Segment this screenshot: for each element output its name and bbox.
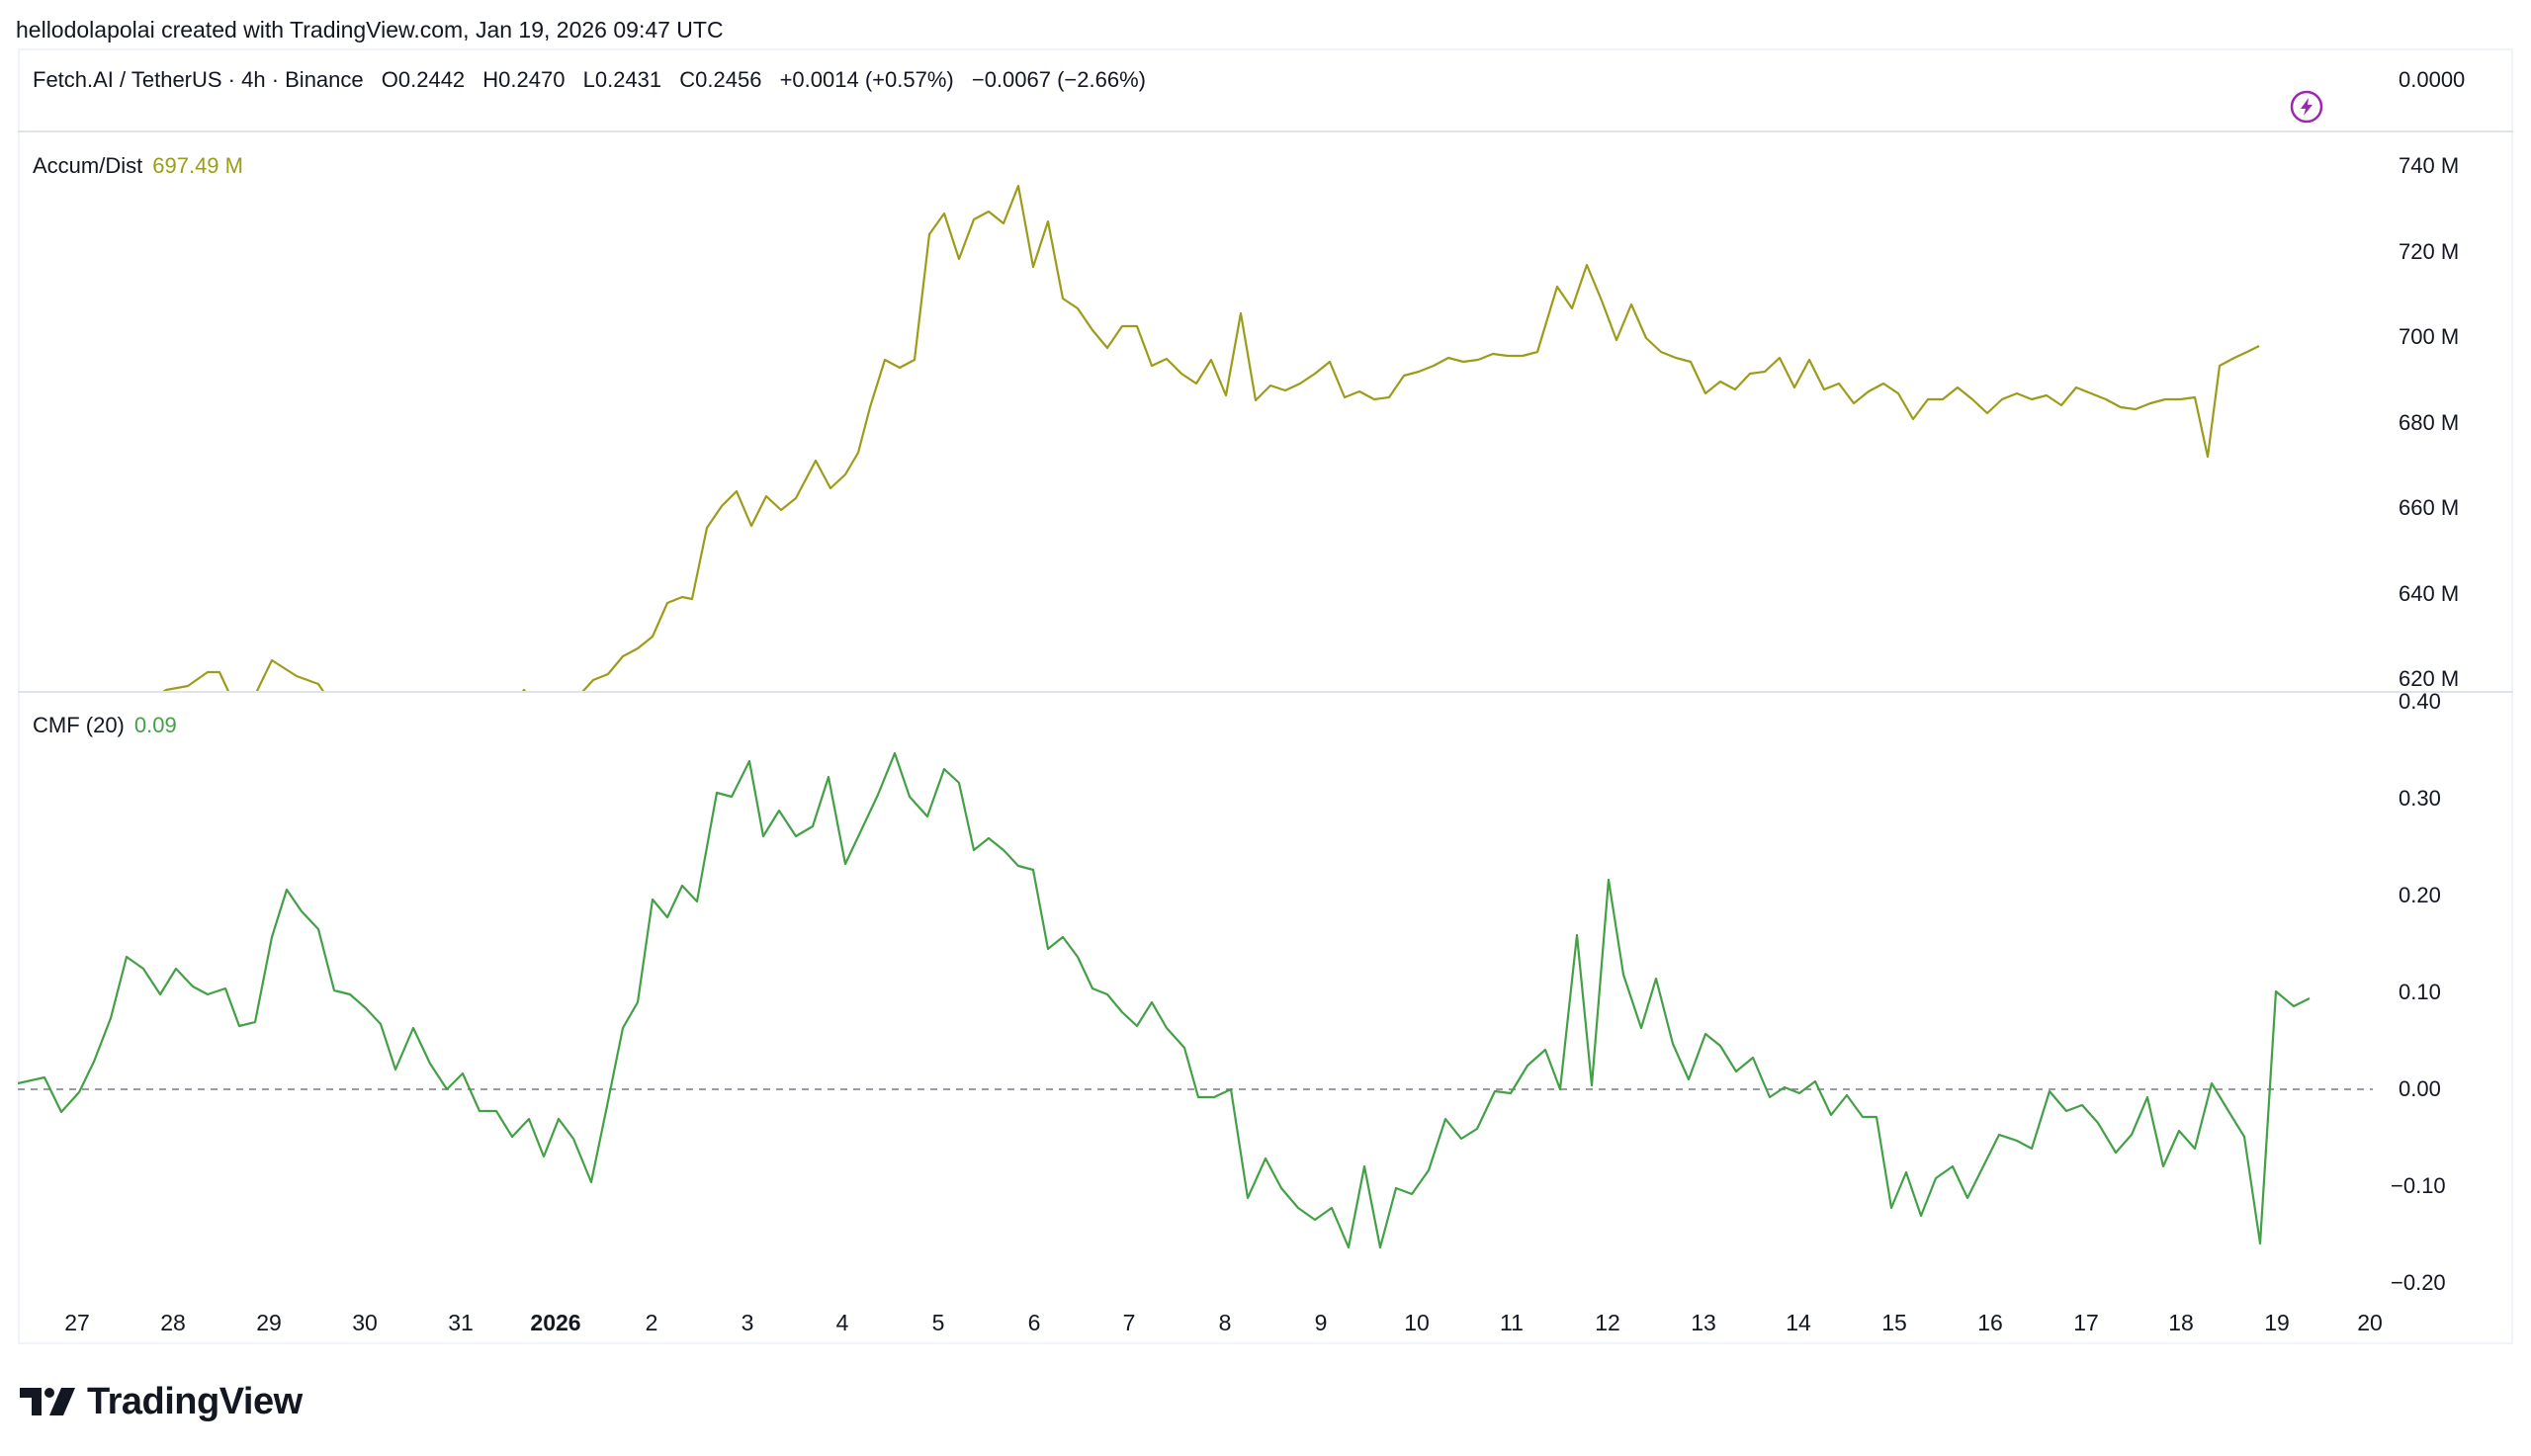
ad-axis-660: 660 M (2399, 495, 2460, 520)
x-label-11: 11 (1500, 1310, 1524, 1335)
tradingview-logo-icon (20, 1388, 75, 1415)
x-label-28: 28 (160, 1310, 186, 1335)
x-label-29: 29 (256, 1310, 282, 1335)
x-label-8: 8 (1218, 1310, 1232, 1335)
x-label-14: 14 (1786, 1310, 1811, 1335)
x-label-27: 27 (64, 1310, 90, 1335)
tradingview-logo-text: TradingView (87, 1380, 303, 1422)
x-label-15: 15 (1881, 1310, 1907, 1335)
x-label-7: 7 (1122, 1310, 1136, 1335)
x-label-16: 16 (1977, 1310, 2003, 1335)
x-label-4: 4 (835, 1310, 849, 1335)
ohlc-high: H0.2470 (482, 67, 566, 92)
cmf-axis-020: 0.20 (2399, 883, 2441, 907)
cmf-axis-010: 0.10 (2399, 980, 2441, 1004)
x-label-31: 31 (448, 1310, 474, 1335)
x-label-5: 5 (931, 1310, 945, 1335)
cmf-line (18, 751, 2311, 1249)
x-label-2026: 2026 (530, 1310, 581, 1335)
price-change-2: −0.0067 (−2.66%) (971, 67, 1146, 92)
price-axis-label: 0.0000 (2399, 67, 2466, 92)
ad-label[interactable]: Accum/Dist (33, 153, 143, 178)
pane-divider[interactable] (18, 130, 2513, 132)
ad-legend: Accum/Dist 697.49 M (33, 153, 243, 179)
cmf-axis-040: 0.40 (2399, 689, 2441, 714)
ad-value: 697.49 M (152, 153, 243, 178)
x-label-2: 2 (645, 1310, 658, 1335)
ohlc-low: L0.2431 (582, 67, 662, 92)
x-label-17: 17 (2073, 1310, 2099, 1335)
tradingview-logo[interactable]: TradingView (20, 1379, 303, 1424)
ohlc-close: C0.2456 (679, 67, 762, 92)
ad-line (162, 184, 2260, 691)
ohlc-open: O0.2442 (381, 67, 466, 92)
cmf-value: 0.09 (133, 713, 177, 737)
ad-axis-680: 680 M (2399, 410, 2460, 435)
cmf-axis-neg020: −0.20 (2391, 1270, 2446, 1295)
chart-caption: hellodolapolai created with TradingView.… (16, 17, 724, 43)
ad-axis-740: 740 M (2399, 153, 2460, 178)
ad-axis-700: 700 M (2399, 324, 2460, 349)
symbol-legend: Fetch.AI / TetherUS · 4h · Binance O0.24… (33, 67, 1158, 93)
x-label-10: 10 (1404, 1310, 1430, 1335)
cmf-axis-neg010: −0.10 (2391, 1173, 2446, 1198)
x-label-30: 30 (352, 1310, 378, 1335)
price-change: +0.0014 (+0.57%) (779, 67, 954, 92)
ad-axis-620: 620 M (2399, 666, 2460, 691)
x-label-12: 12 (1595, 1310, 1620, 1335)
ad-axis-720: 720 M (2399, 239, 2460, 264)
cmf-legend: CMF (20) 0.09 (33, 713, 177, 738)
lightning-bolt-icon[interactable] (2290, 90, 2323, 124)
x-label-19: 19 (2264, 1310, 2290, 1335)
x-label-6: 6 (1027, 1310, 1041, 1335)
x-label-18: 18 (2168, 1310, 2194, 1335)
symbol-name[interactable]: Fetch.AI / TetherUS · 4h · Binance (33, 67, 364, 92)
x-label-9: 9 (1314, 1310, 1328, 1335)
ad-axis-640: 640 M (2399, 581, 2460, 606)
x-label-3: 3 (741, 1310, 754, 1335)
x-label-13: 13 (1691, 1310, 1716, 1335)
cmf-label[interactable]: CMF (20) (33, 713, 125, 737)
cmf-axis-000: 0.00 (2399, 1076, 2441, 1101)
x-label-20: 20 (2357, 1310, 2383, 1335)
cmf-axis-030: 0.30 (2399, 786, 2441, 811)
chart-frame (18, 48, 2513, 1344)
pane-divider-2[interactable] (18, 691, 2513, 693)
